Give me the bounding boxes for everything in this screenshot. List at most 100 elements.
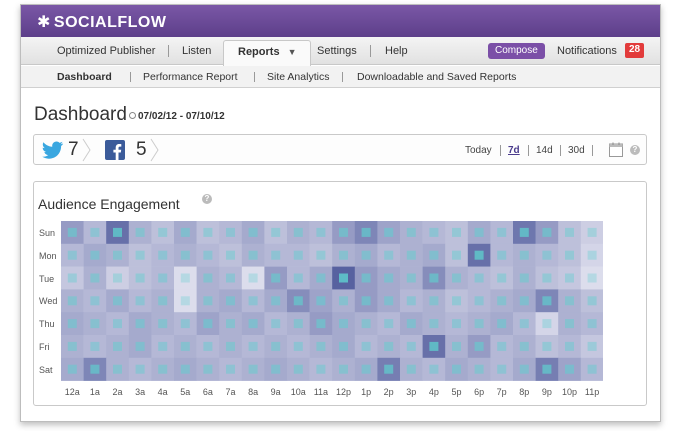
heatmap-cell[interactable] — [445, 335, 469, 359]
heatmap-cell[interactable] — [241, 289, 265, 313]
heatmap-cell[interactable] — [106, 357, 130, 381]
heatmap-cell[interactable] — [61, 243, 84, 267]
heatmap-cell[interactable] — [535, 243, 559, 267]
heatmap-cell[interactable] — [128, 357, 152, 381]
heatmap-cell[interactable] — [196, 289, 220, 313]
date-range[interactable]: 07/02/12 - 07/10/12 — [129, 111, 225, 122]
heatmap-cell[interactable] — [445, 312, 469, 336]
heatmap-cell[interactable] — [354, 312, 378, 336]
heatmap-cell[interactable] — [400, 289, 423, 313]
heatmap-cell[interactable] — [332, 357, 356, 381]
heatmap-cell[interactable] — [83, 312, 107, 336]
range-today[interactable]: Today — [465, 145, 492, 156]
notifications-link[interactable]: Notifications — [557, 45, 617, 57]
heatmap-cell[interactable] — [580, 357, 603, 381]
heatmap-cell[interactable] — [513, 335, 536, 359]
heatmap-cell[interactable] — [106, 335, 130, 359]
heatmap-cell[interactable] — [174, 266, 197, 290]
heatmap-cell[interactable] — [196, 335, 220, 359]
heatmap-cell[interactable] — [400, 335, 423, 359]
heatmap-cell[interactable] — [61, 266, 84, 290]
heatmap-cell[interactable] — [490, 243, 514, 267]
nav-listen[interactable]: Listen — [182, 45, 212, 57]
heatmap-cell[interactable] — [558, 266, 582, 290]
heatmap-cell[interactable] — [151, 357, 175, 381]
subnav-site-analytics[interactable]: Site Analytics — [267, 71, 330, 83]
heatmap-cell[interactable] — [196, 266, 220, 290]
heatmap-cell[interactable] — [332, 289, 356, 313]
heatmap-cell[interactable] — [241, 335, 265, 359]
heatmap-cell[interactable] — [151, 266, 175, 290]
heatmap-cell[interactable] — [128, 266, 152, 290]
heatmap-cell[interactable] — [400, 221, 423, 245]
heatmap-cell[interactable] — [580, 289, 603, 313]
heatmap-cell[interactable] — [309, 221, 333, 245]
heatmap-cell[interactable] — [151, 243, 175, 267]
heatmap-cell[interactable] — [400, 357, 423, 381]
help-icon[interactable]: ? — [630, 145, 640, 155]
heatmap-cell[interactable] — [422, 312, 446, 336]
heatmap-cell[interactable] — [445, 243, 469, 267]
heatmap-cell[interactable] — [83, 221, 107, 245]
compose-button[interactable]: Compose — [488, 43, 545, 59]
heatmap-cell[interactable] — [400, 243, 423, 267]
nav-reports-tab[interactable]: Reports ▼ — [223, 40, 311, 66]
heatmap-cell[interactable] — [196, 221, 220, 245]
range-30d[interactable]: 30d — [568, 145, 585, 156]
heatmap-cell[interactable] — [445, 266, 469, 290]
heatmap-cell[interactable] — [309, 243, 333, 267]
heatmap-cell[interactable] — [174, 312, 197, 336]
heatmap-cell[interactable] — [467, 289, 491, 313]
heatmap-cell[interactable] — [219, 335, 243, 359]
heatmap-cell[interactable] — [151, 289, 175, 313]
heatmap-cell[interactable] — [106, 312, 130, 336]
heatmap-cell[interactable] — [83, 266, 107, 290]
heatmap-cell[interactable] — [83, 289, 107, 313]
heatmap-cell[interactable] — [535, 335, 559, 359]
heatmap-cell[interactable] — [422, 357, 446, 381]
heatmap-cell[interactable] — [128, 221, 152, 245]
heatmap-cell[interactable] — [241, 266, 265, 290]
heatmap-cell[interactable] — [174, 289, 197, 313]
heatmap-cell[interactable] — [513, 243, 536, 267]
heatmap-cell[interactable] — [445, 221, 469, 245]
heatmap-cell[interactable] — [490, 289, 514, 313]
twitter-count[interactable]: 7 — [68, 139, 79, 160]
heatmap-cell[interactable] — [377, 243, 401, 267]
heatmap-cell[interactable] — [580, 312, 603, 336]
heatmap-cell[interactable] — [513, 266, 536, 290]
subnav-downloadable-reports[interactable]: Downloadable and Saved Reports — [357, 71, 517, 83]
heatmap-cell[interactable] — [377, 312, 401, 336]
heatmap-cell[interactable] — [151, 312, 175, 336]
heatmap-cell[interactable] — [332, 243, 356, 267]
heatmap-cell[interactable] — [287, 243, 310, 267]
heatmap-cell[interactable] — [558, 289, 582, 313]
nav-optimized-publisher[interactable]: Optimized Publisher — [57, 45, 156, 57]
heatmap-cell[interactable] — [513, 312, 536, 336]
heatmap-cell[interactable] — [309, 335, 333, 359]
heatmap-cell[interactable] — [174, 335, 197, 359]
range-7d[interactable]: 7d — [508, 145, 520, 156]
range-14d[interactable]: 14d — [536, 145, 553, 156]
heatmap-cell[interactable] — [535, 312, 559, 336]
heatmap-cell[interactable] — [467, 266, 491, 290]
heatmap-cell[interactable] — [128, 243, 152, 267]
heatmap-cell[interactable] — [422, 289, 446, 313]
heatmap-cell[interactable] — [580, 221, 603, 245]
heatmap-cell[interactable] — [287, 312, 310, 336]
heatmap-cell[interactable] — [196, 243, 220, 267]
heatmap-cell[interactable] — [219, 266, 243, 290]
heatmap-cell[interactable] — [400, 266, 423, 290]
heatmap-cell[interactable] — [580, 266, 603, 290]
heatmap-cell[interactable] — [219, 243, 243, 267]
heatmap-cell[interactable] — [558, 221, 582, 245]
heatmap-cell[interactable] — [219, 221, 243, 245]
nav-help[interactable]: Help — [385, 45, 408, 57]
heatmap-cell[interactable] — [377, 335, 401, 359]
heatmap-cell[interactable] — [558, 335, 582, 359]
heatmap-cell[interactable] — [219, 357, 243, 381]
facebook-count[interactable]: 5 — [136, 139, 147, 160]
heatmap-cell[interactable] — [106, 266, 130, 290]
heatmap-cell[interactable] — [151, 335, 175, 359]
heatmap-cell[interactable] — [287, 357, 310, 381]
